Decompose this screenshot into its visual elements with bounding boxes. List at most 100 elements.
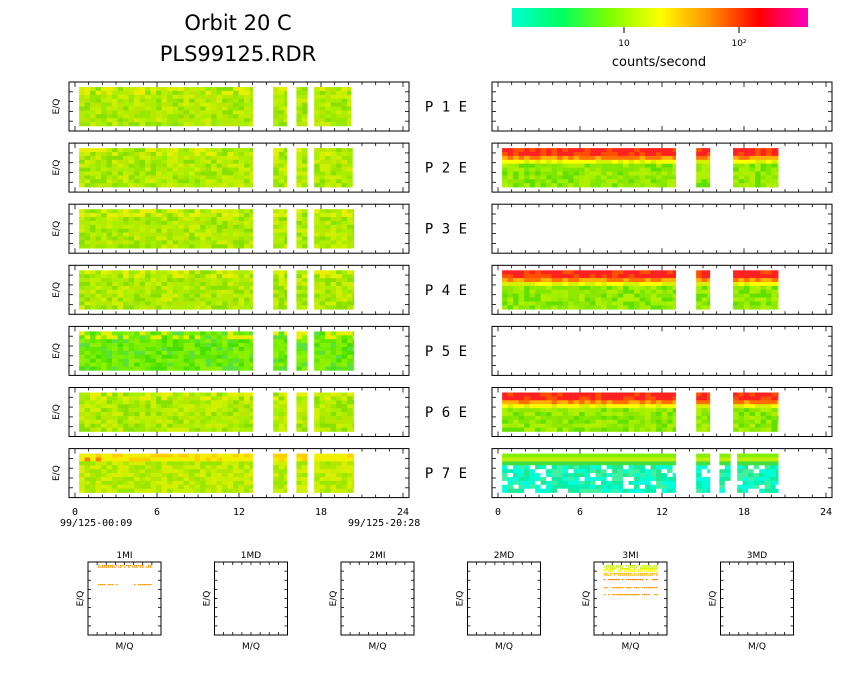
heat-cell [330,396,337,401]
heat-cell [341,175,348,180]
heat-cell [79,163,85,168]
heat-cell [584,400,591,405]
heat-cell [194,282,201,287]
heat-cell [562,419,569,424]
heat-cell [623,152,629,157]
heat-cell [301,171,308,176]
heat-cell [347,110,352,115]
heat-cell [672,297,676,302]
heat-cell [347,285,353,291]
heat-cell [319,423,326,428]
heat-cell [341,343,348,348]
heat-cell [156,87,162,92]
heat-cell [738,423,745,428]
heat-cell [178,412,184,417]
heat-cell [150,412,157,417]
heat-cell [139,297,146,302]
heat-cell [178,423,184,428]
heat-cell [150,90,157,96]
heat-cell [117,106,124,111]
heat-cell [661,392,668,397]
heat-cell [117,400,124,405]
heat-cell [760,270,767,275]
heat-cell [233,343,239,348]
heat-cell [579,392,585,397]
heat-cell [518,289,525,294]
heat-cell [84,427,91,432]
heat-cell [238,220,245,226]
heat-cell [296,228,303,233]
heat-cell [249,224,253,229]
heat-cell [766,274,772,279]
heat-cell [134,392,140,397]
heat-cell [112,354,118,359]
heat-cell [535,427,541,432]
heat-cell [551,293,558,298]
heat-cell [128,358,135,363]
heat-cell [216,362,223,367]
heat-cell [639,301,646,306]
heat-cell [150,183,157,188]
heat-cell [123,362,129,367]
heat-cell [749,285,756,291]
heat-cell [134,427,140,432]
heat-cell [634,278,640,283]
heat-cell [112,358,118,363]
heat-cell [117,488,124,493]
heat-cell [507,159,514,164]
heat-cell [95,171,102,176]
heat-cell [167,285,173,291]
heat-cell [211,224,217,229]
heat-cell [314,122,320,127]
heat-cell [205,110,212,115]
heat-cell [183,339,190,344]
heat-cell [145,94,151,99]
heat-cell [106,122,113,127]
heat-cell [579,423,585,428]
heat-cell [128,106,135,111]
heat-cell [319,232,326,237]
heat-cell [540,400,547,405]
heat-cell [707,412,711,417]
heat-cell [106,347,113,352]
heat-cell [296,224,303,229]
heat-cell [319,331,326,336]
heat-cell [656,183,662,188]
heat-cell [79,469,85,474]
heat-cell [128,155,135,161]
heat-cell [95,148,102,153]
heat-cell [189,213,195,218]
heat-cell [128,400,135,405]
heat-cell [546,412,552,417]
heat-cell [573,285,580,291]
heat-cell [167,87,173,92]
heat-cell [123,415,129,421]
heat-cell [595,289,602,294]
heat-cell [595,183,602,188]
heat-cell [194,240,201,245]
heat-cell [101,484,107,489]
heat-cell [656,305,662,310]
heat-cell [606,400,613,405]
heat-cell [227,228,234,233]
heat-cell [84,285,91,291]
heat-cell [650,293,657,298]
heat-cell [117,347,124,352]
heat-cell [590,427,596,432]
heat-cell [150,285,157,291]
heat-cell [341,347,348,352]
heat-cell [205,392,212,397]
heat-cell [150,228,157,233]
heat-cell [238,392,245,397]
heat-cell [112,228,118,233]
heat-cell [227,118,234,123]
heat-cell [507,289,514,294]
heat-cell [238,232,245,237]
heat-cell [314,270,320,275]
heat-cell [507,270,514,275]
heat-cell [161,179,168,184]
heat-cell [227,282,234,287]
heat-cell [701,163,708,168]
panel-p7: E/Q P 7 E [52,448,833,499]
heat-cell [639,392,646,397]
